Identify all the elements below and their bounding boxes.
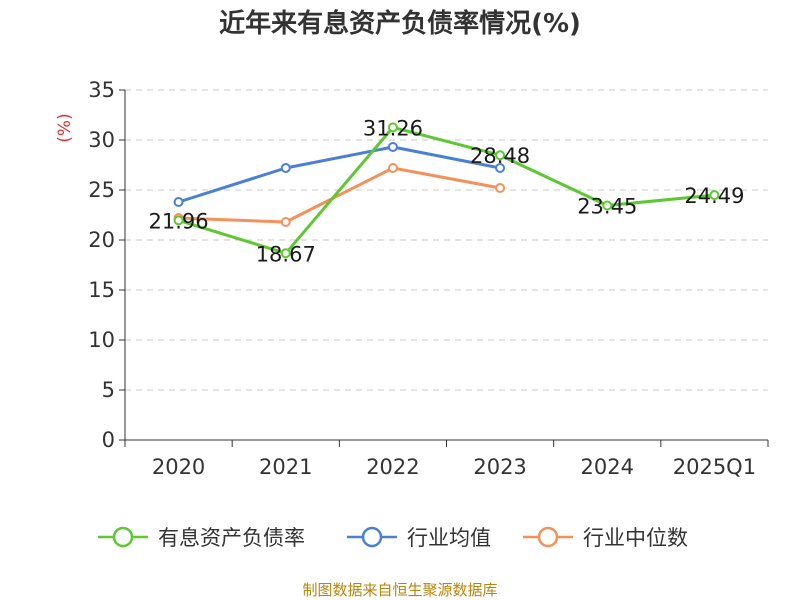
data-point — [280, 248, 291, 259]
data-point — [387, 142, 398, 152]
data-label: 31.26 — [363, 116, 423, 140]
data-point — [387, 163, 398, 173]
legend-marker — [361, 526, 383, 548]
data-point — [495, 163, 506, 173]
y-tick-label: 15 — [88, 278, 115, 302]
legend: 有息资产负债率 行业均值 行业中位数 — [98, 526, 688, 550]
legend-label: 有息资产负债率 — [158, 526, 305, 550]
legend-label: 行业中位数 — [583, 526, 688, 550]
data-label: 28.48 — [470, 144, 530, 168]
legend-marker — [112, 526, 134, 548]
data-point — [709, 190, 720, 201]
x-tick-label: 2022 — [366, 455, 419, 479]
legend-label: 行业均值 — [407, 526, 491, 550]
data-point — [173, 215, 184, 226]
grid-lines — [125, 89, 768, 391]
data-point — [280, 217, 291, 227]
chart-title: 近年来有息资产负债率情况(%) — [219, 8, 581, 39]
data-point — [602, 200, 613, 211]
data-point — [495, 150, 506, 161]
y-axis-label: (%) — [55, 113, 75, 142]
x-tick-label: 2025Q1 — [673, 455, 756, 479]
data-label: 23.45 — [577, 195, 637, 219]
series-group — [173, 122, 720, 259]
y-tick-label: 25 — [88, 178, 115, 202]
x-tick-label: 2023 — [473, 455, 526, 479]
axes: 0 5 10 15 20 25 30 35 2020 2021 2022 2023 2024 2025Q1 — [88, 78, 769, 479]
data-label: 21.96 — [149, 209, 209, 233]
series-line-1 — [178, 145, 501, 204]
x-tick-label: 2021 — [259, 455, 312, 479]
x-tick-label: 2024 — [581, 455, 634, 479]
legend-marker — [537, 526, 559, 548]
data-point — [173, 197, 184, 207]
series-line-2 — [178, 166, 501, 224]
y-tick-label: 10 — [88, 328, 115, 352]
data-label: 18.67 — [256, 242, 316, 266]
y-tick-label: 5 — [102, 378, 115, 402]
data-label: 24.49 — [684, 184, 744, 208]
data-point — [387, 122, 398, 133]
data-labels: 21.96 18.67 31.26 28.48 23.45 24.49 — [149, 116, 745, 266]
y-tick-label: 30 — [88, 128, 115, 152]
source-note: 制图数据来自恒生聚源数据库 — [302, 581, 497, 599]
data-point — [495, 183, 506, 193]
y-tick-label: 20 — [88, 228, 115, 252]
y-tick-label: 0 — [102, 428, 115, 452]
series-line-0 — [178, 125, 715, 255]
data-point — [280, 163, 291, 173]
x-tick-label: 2020 — [152, 455, 205, 479]
y-tick-label: 35 — [88, 78, 115, 102]
